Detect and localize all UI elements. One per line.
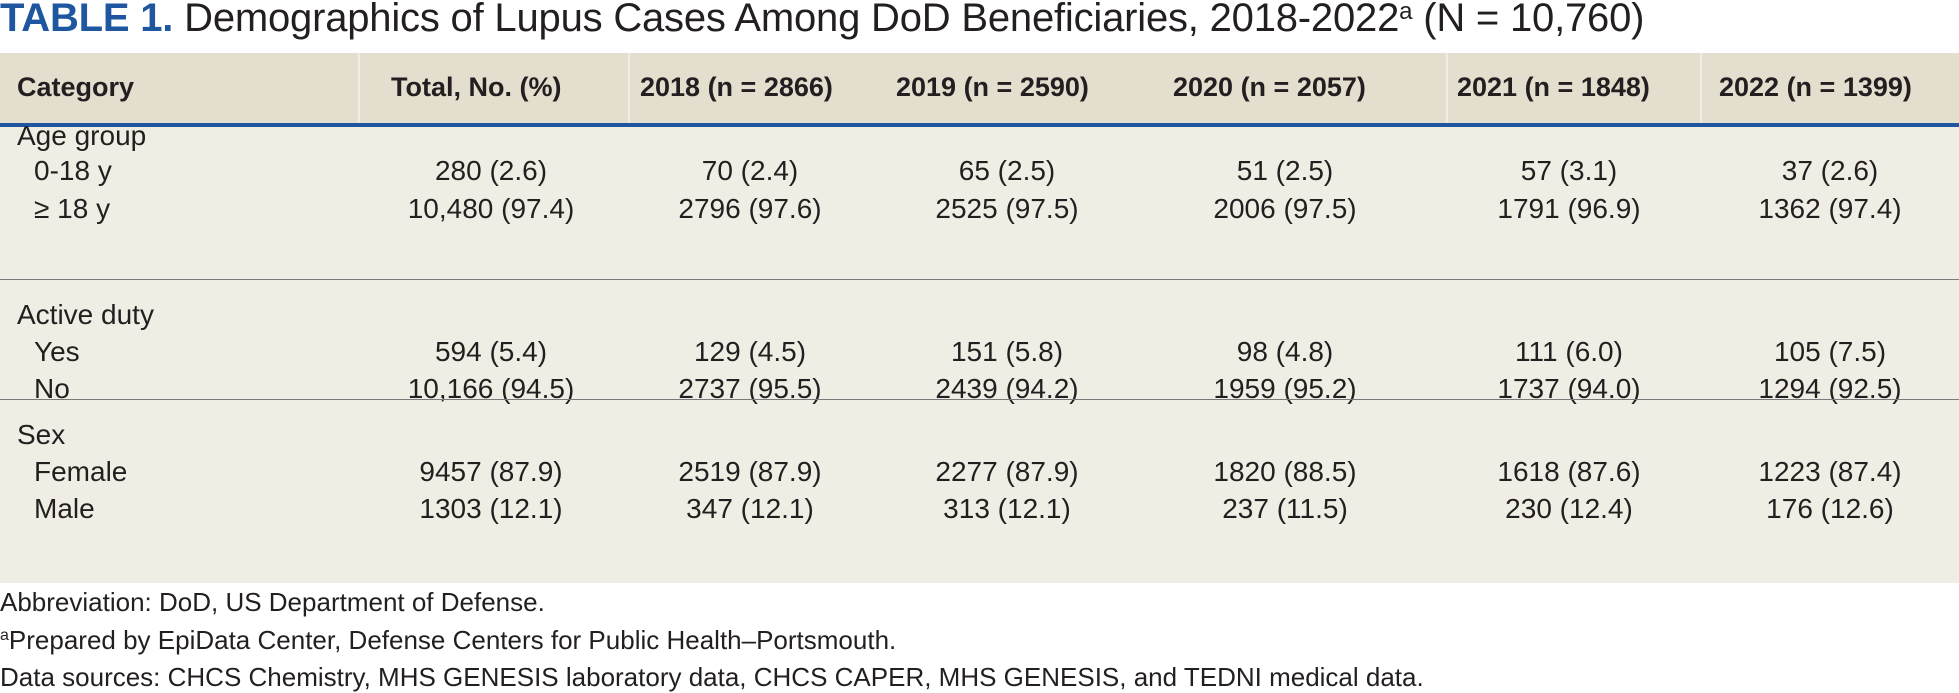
cell-2020: 98 (4.8) [1236, 336, 1334, 367]
cell-2020: 237 (11.5) [1222, 493, 1348, 524]
row-label: ≥ 18 y [34, 193, 111, 224]
title-footnote-mark: a [1399, 0, 1413, 25]
cell-2022: 1294 (92.5) [1758, 373, 1902, 404]
cell-2019: 151 (5.8) [950, 336, 1064, 367]
cell-2021: 1618 (87.6) [1497, 456, 1641, 487]
cell-2022: 1362 (97.4) [1758, 193, 1902, 224]
table-row: No 10,166 (94.5) 2737 (95.5) 2439 (94.2)… [0, 370, 1959, 408]
col-header-category: Category [17, 72, 135, 102]
cell-total: 10,480 (97.4) [407, 193, 575, 224]
cell-total: 1303 (12.1) [419, 493, 563, 524]
cell-total: 280 (2.6) [434, 155, 548, 186]
footnote-a-text: Prepared by EpiData Center, Defense Cent… [8, 625, 897, 655]
group-divider [0, 279, 1959, 280]
row-label: Male [34, 493, 95, 524]
row-label: Yes [34, 336, 80, 367]
row-label: No [34, 373, 70, 404]
col-header-total: Total, No. (%) [391, 72, 562, 102]
row-label: Female [34, 456, 128, 487]
table-title-total: (N = 10,760) [1412, 0, 1645, 40]
cell-2022: 37 (2.6) [1781, 155, 1879, 186]
cell-2019: 2439 (94.2) [935, 373, 1079, 404]
cell-2019: 65 (2.5) [958, 155, 1056, 186]
cell-2019: 2525 (97.5) [935, 193, 1079, 224]
group-divider [0, 399, 1959, 400]
cell-2018: 347 (12.1) [686, 493, 814, 524]
header-separator [1446, 53, 1448, 123]
cell-2022: 1223 (87.4) [1758, 456, 1902, 487]
table-row: Yes 594 (5.4) 129 (4.5) 151 (5.8) 98 (4.… [0, 333, 1959, 371]
group-label: Active duty [17, 299, 154, 330]
table-row: Female 9457 (87.9) 2519 (87.9) 2277 (87.… [0, 453, 1959, 491]
group-label: Age group [17, 120, 147, 151]
cell-total: 9457 (87.9) [419, 456, 563, 487]
table-row: 0-18 y 280 (2.6) 70 (2.4) 65 (2.5) 51 (2… [0, 152, 1959, 190]
table-header: Category Total, No. (%) 2018 (n = 2866) … [0, 53, 1959, 127]
header-separator [1700, 53, 1702, 123]
cell-2018: 129 (4.5) [693, 336, 807, 367]
cell-2020: 51 (2.5) [1236, 155, 1334, 186]
cell-2021: 57 (3.1) [1520, 155, 1618, 186]
table-row: ≥ 18 y 10,480 (97.4) 2796 (97.6) 2525 (9… [0, 190, 1959, 228]
cell-2021: 230 (12.4) [1505, 493, 1633, 524]
col-header-2018: 2018 (n = 2866) [640, 72, 833, 102]
cell-2020: 1959 (95.2) [1213, 373, 1357, 404]
table-title: TABLE 1. Demographics of Lupus Cases Amo… [0, 0, 1644, 42]
cell-2018: 2796 (97.6) [678, 193, 822, 224]
cell-2021: 1791 (96.9) [1497, 193, 1641, 224]
table-title-text: Demographics of Lupus Cases Among DoD Be… [173, 0, 1400, 40]
table-number: TABLE 1. [0, 0, 174, 40]
cell-2019: 313 (12.1) [943, 493, 1071, 524]
cell-2020: 1820 (88.5) [1213, 456, 1357, 487]
footnote-a-mark: a [0, 627, 9, 644]
cell-total: 594 (5.4) [434, 336, 548, 367]
footnote-abbreviation: Abbreviation: DoD, US Department of Defe… [0, 587, 545, 617]
cell-2018: 2737 (95.5) [678, 373, 822, 404]
col-header-2020: 2020 (n = 2057) [1173, 72, 1366, 102]
col-header-2021: 2021 (n = 1848) [1457, 72, 1650, 102]
demographics-table: Category Total, No. (%) 2018 (n = 2866) … [0, 53, 1959, 583]
row-label: 0-18 y [34, 155, 112, 186]
cell-2022: 176 (12.6) [1766, 493, 1894, 524]
header-separator [358, 53, 360, 123]
cell-2019: 2277 (87.9) [935, 456, 1079, 487]
cell-2021: 111 (6.0) [1515, 336, 1623, 367]
col-header-2019: 2019 (n = 2590) [896, 72, 1089, 102]
cell-2022: 105 (7.5) [1773, 336, 1887, 367]
cell-total: 10,166 (94.5) [407, 373, 575, 404]
group-label: Sex [17, 419, 66, 450]
header-separator [628, 53, 630, 123]
footnote-a: aPrepared by EpiData Center, Defense Cen… [0, 624, 896, 656]
cell-2021: 1737 (94.0) [1497, 373, 1641, 404]
cell-2020: 2006 (97.5) [1213, 193, 1357, 224]
table-row: Male 1303 (12.1) 347 (12.1) 313 (12.1) 2… [0, 490, 1959, 528]
col-header-2022: 2022 (n = 1399) [1719, 72, 1912, 102]
cell-2018: 2519 (87.9) [678, 456, 822, 487]
footnote-sources: Data sources: CHCS Chemistry, MHS GENESI… [0, 662, 1424, 692]
cell-2018: 70 (2.4) [701, 155, 799, 186]
